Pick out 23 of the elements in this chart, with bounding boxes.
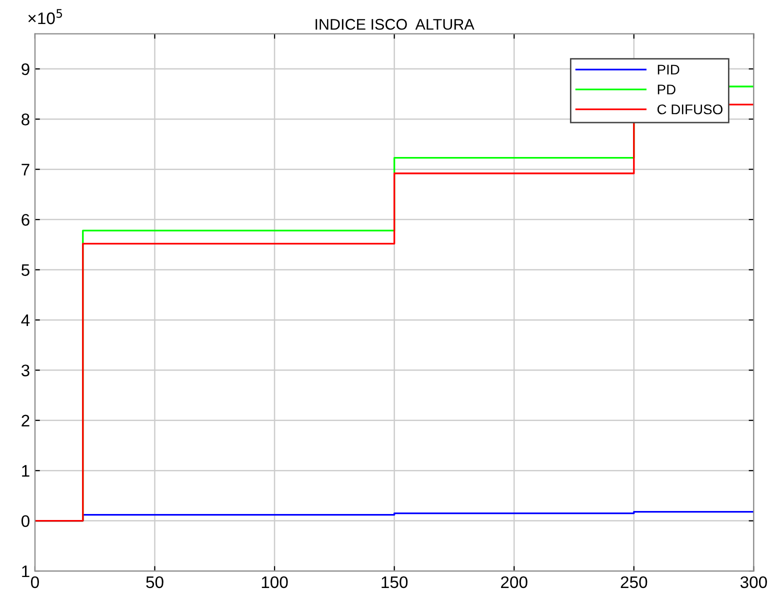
y-tick-label: 8 — [22, 114, 30, 126]
x-tick-label: 0 — [30, 576, 39, 588]
y-tick-label: 6 — [22, 214, 30, 226]
y-tick-label: 7 — [22, 164, 30, 176]
y-tick-label: 5 — [22, 264, 30, 276]
x-tick-label: 250 — [620, 576, 648, 588]
y-tick-label: 2 — [22, 414, 30, 426]
y-tick-label: 0 — [21, 515, 30, 528]
text: ×10$^{5}$ — [28, 9, 62, 24]
legend-label: PID — [658, 64, 680, 74]
y-tick-label: 1 — [22, 566, 30, 578]
y-tick-label: 1 — [22, 465, 30, 477]
x-tick-label: 150 — [382, 576, 408, 588]
legend-label: PD — [658, 84, 676, 94]
legend-label: C DIFUSO — [657, 104, 722, 114]
x-tick-label: 200 — [501, 576, 528, 588]
x-tick-label: 300 — [740, 576, 767, 588]
y-tick-label: 4 — [21, 314, 30, 326]
x-tick-label: 50 — [146, 576, 164, 588]
x-tick-label: 100 — [262, 576, 288, 588]
y-tick-label: 3 — [21, 364, 30, 376]
chart-title: INDICE ISCO ALTURA — [316, 18, 474, 30]
y-tick-label: 9 — [22, 63, 30, 76]
